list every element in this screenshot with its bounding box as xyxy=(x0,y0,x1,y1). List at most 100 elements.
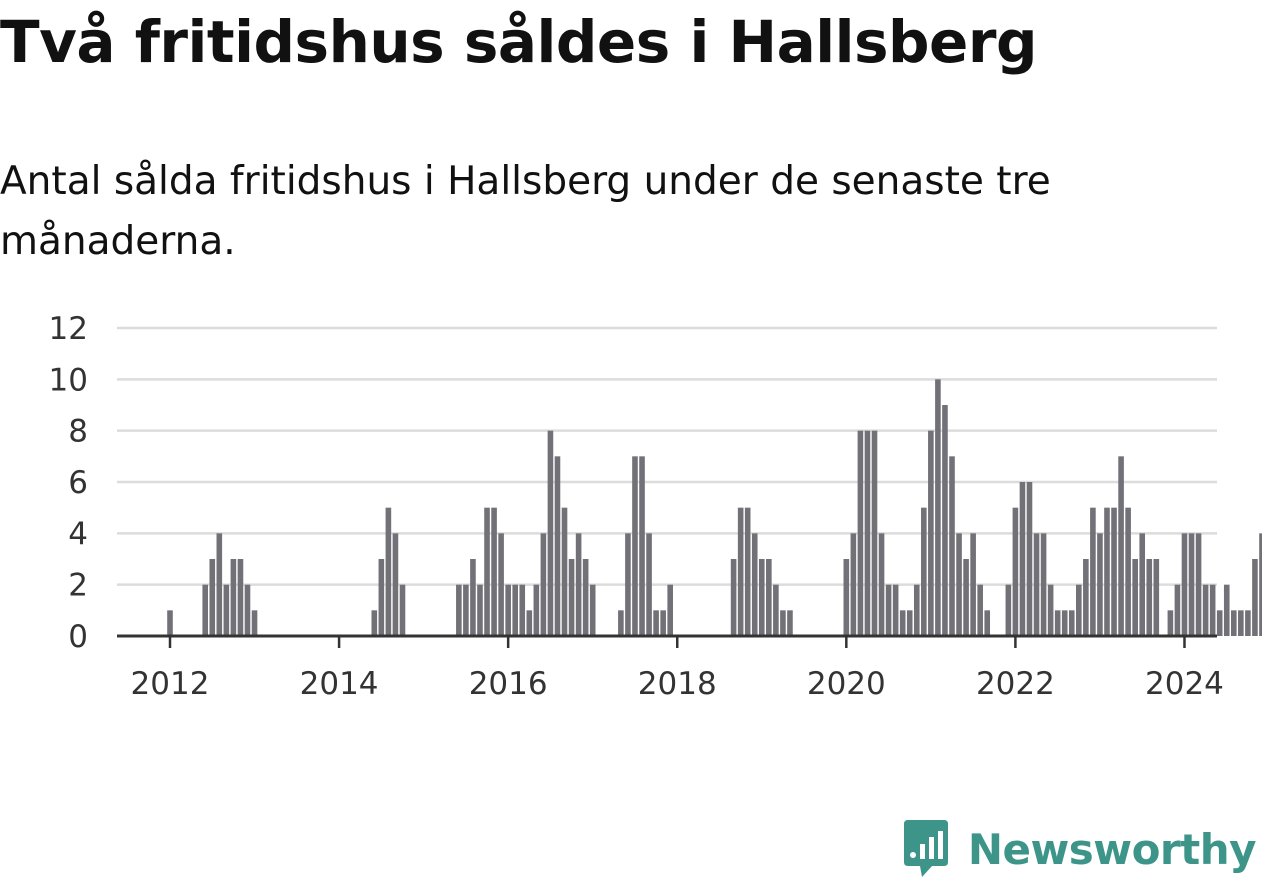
bar xyxy=(906,610,913,636)
bar xyxy=(385,507,392,636)
x-tick-label-2014: 2014 xyxy=(300,666,379,702)
bar xyxy=(1259,533,1262,636)
bar xyxy=(1209,584,1216,636)
bar xyxy=(942,405,948,636)
bar xyxy=(1132,559,1138,636)
x-axis-labels: 20122014201620182020202220242026 xyxy=(131,636,1224,702)
bar xyxy=(1054,610,1061,636)
bar xyxy=(1167,610,1174,636)
bar xyxy=(913,584,920,636)
bar xyxy=(1083,559,1089,636)
bar xyxy=(744,507,751,636)
bar xyxy=(491,507,497,636)
bar xyxy=(223,584,230,636)
newsworthy-logo[interactable]: Newsworthy xyxy=(902,820,1257,878)
bar xyxy=(730,559,737,636)
bar xyxy=(1202,584,1209,636)
bar xyxy=(554,456,561,636)
bar xyxy=(921,507,927,636)
bar xyxy=(1026,482,1033,636)
bar xyxy=(653,610,659,636)
bar xyxy=(1047,584,1054,636)
bar xyxy=(773,584,779,636)
bar xyxy=(1118,456,1124,636)
bar xyxy=(885,584,892,636)
bar xyxy=(639,456,645,636)
bar xyxy=(1245,610,1251,636)
bar xyxy=(526,610,533,636)
bar xyxy=(484,507,490,636)
bar xyxy=(667,584,673,636)
bar xyxy=(751,533,758,636)
bar xyxy=(547,430,554,636)
grid-lines xyxy=(117,326,1217,586)
bar xyxy=(625,533,631,636)
bar xyxy=(1231,610,1237,636)
bar xyxy=(1033,533,1040,636)
y-tick-label-4: 4 xyxy=(68,516,88,552)
bar xyxy=(561,507,568,636)
bar xyxy=(1181,533,1188,636)
y-tick-label-12: 12 xyxy=(49,311,88,347)
bar xyxy=(477,584,483,636)
bar xyxy=(1076,584,1082,636)
bar xyxy=(378,559,385,636)
bar xyxy=(1216,610,1223,636)
y-tick-label-2: 2 xyxy=(68,568,88,604)
bar xyxy=(899,610,906,636)
bar xyxy=(512,584,519,636)
bar xyxy=(758,559,765,636)
bar xyxy=(871,430,878,636)
bar xyxy=(371,610,378,636)
bar xyxy=(1238,610,1244,636)
bar xyxy=(498,533,504,636)
bar xyxy=(1125,507,1131,636)
bar xyxy=(540,533,547,636)
bar xyxy=(737,507,744,636)
bar xyxy=(216,533,223,636)
bar xyxy=(244,584,251,636)
y-axis-labels: 0 2 4 6 8 10 12 xyxy=(49,311,88,655)
bar xyxy=(1188,533,1195,636)
x-tick-label-2012: 2012 xyxy=(131,666,210,702)
bar xyxy=(470,559,476,636)
bar xyxy=(1097,533,1103,636)
bar xyxy=(167,610,173,636)
bar xyxy=(1012,507,1019,636)
bar xyxy=(787,610,793,636)
bar xyxy=(1040,533,1047,636)
bar xyxy=(632,456,638,636)
bar xyxy=(780,610,786,636)
bar xyxy=(850,533,857,636)
bar xyxy=(237,559,244,636)
bar xyxy=(582,559,589,636)
bar xyxy=(1068,610,1075,636)
bar xyxy=(956,533,962,636)
bar xyxy=(202,584,209,636)
bar xyxy=(977,584,983,636)
bar xyxy=(618,610,624,636)
bar xyxy=(963,559,969,636)
bar xyxy=(505,584,511,636)
bar xyxy=(892,584,899,636)
bar xyxy=(251,610,258,636)
bar xyxy=(1019,482,1026,636)
y-tick-label-8: 8 xyxy=(68,414,88,450)
bar xyxy=(1005,584,1012,636)
newsworthy-logo-icon xyxy=(903,820,948,877)
x-tick-label-2018: 2018 xyxy=(638,666,717,702)
bar xyxy=(935,379,941,636)
bar xyxy=(575,533,582,636)
bar xyxy=(766,559,772,636)
x-tick-label-2022: 2022 xyxy=(976,666,1055,702)
bar xyxy=(857,430,864,636)
y-tick-label-6: 6 xyxy=(68,465,88,501)
bar xyxy=(949,456,955,636)
bar xyxy=(209,559,216,636)
bar xyxy=(589,584,596,636)
x-tick-label-2016: 2016 xyxy=(469,666,548,702)
bar xyxy=(399,584,406,636)
bar xyxy=(1146,559,1153,636)
newsworthy-logo-text: Newsworthy xyxy=(967,824,1257,874)
bar xyxy=(660,610,666,636)
